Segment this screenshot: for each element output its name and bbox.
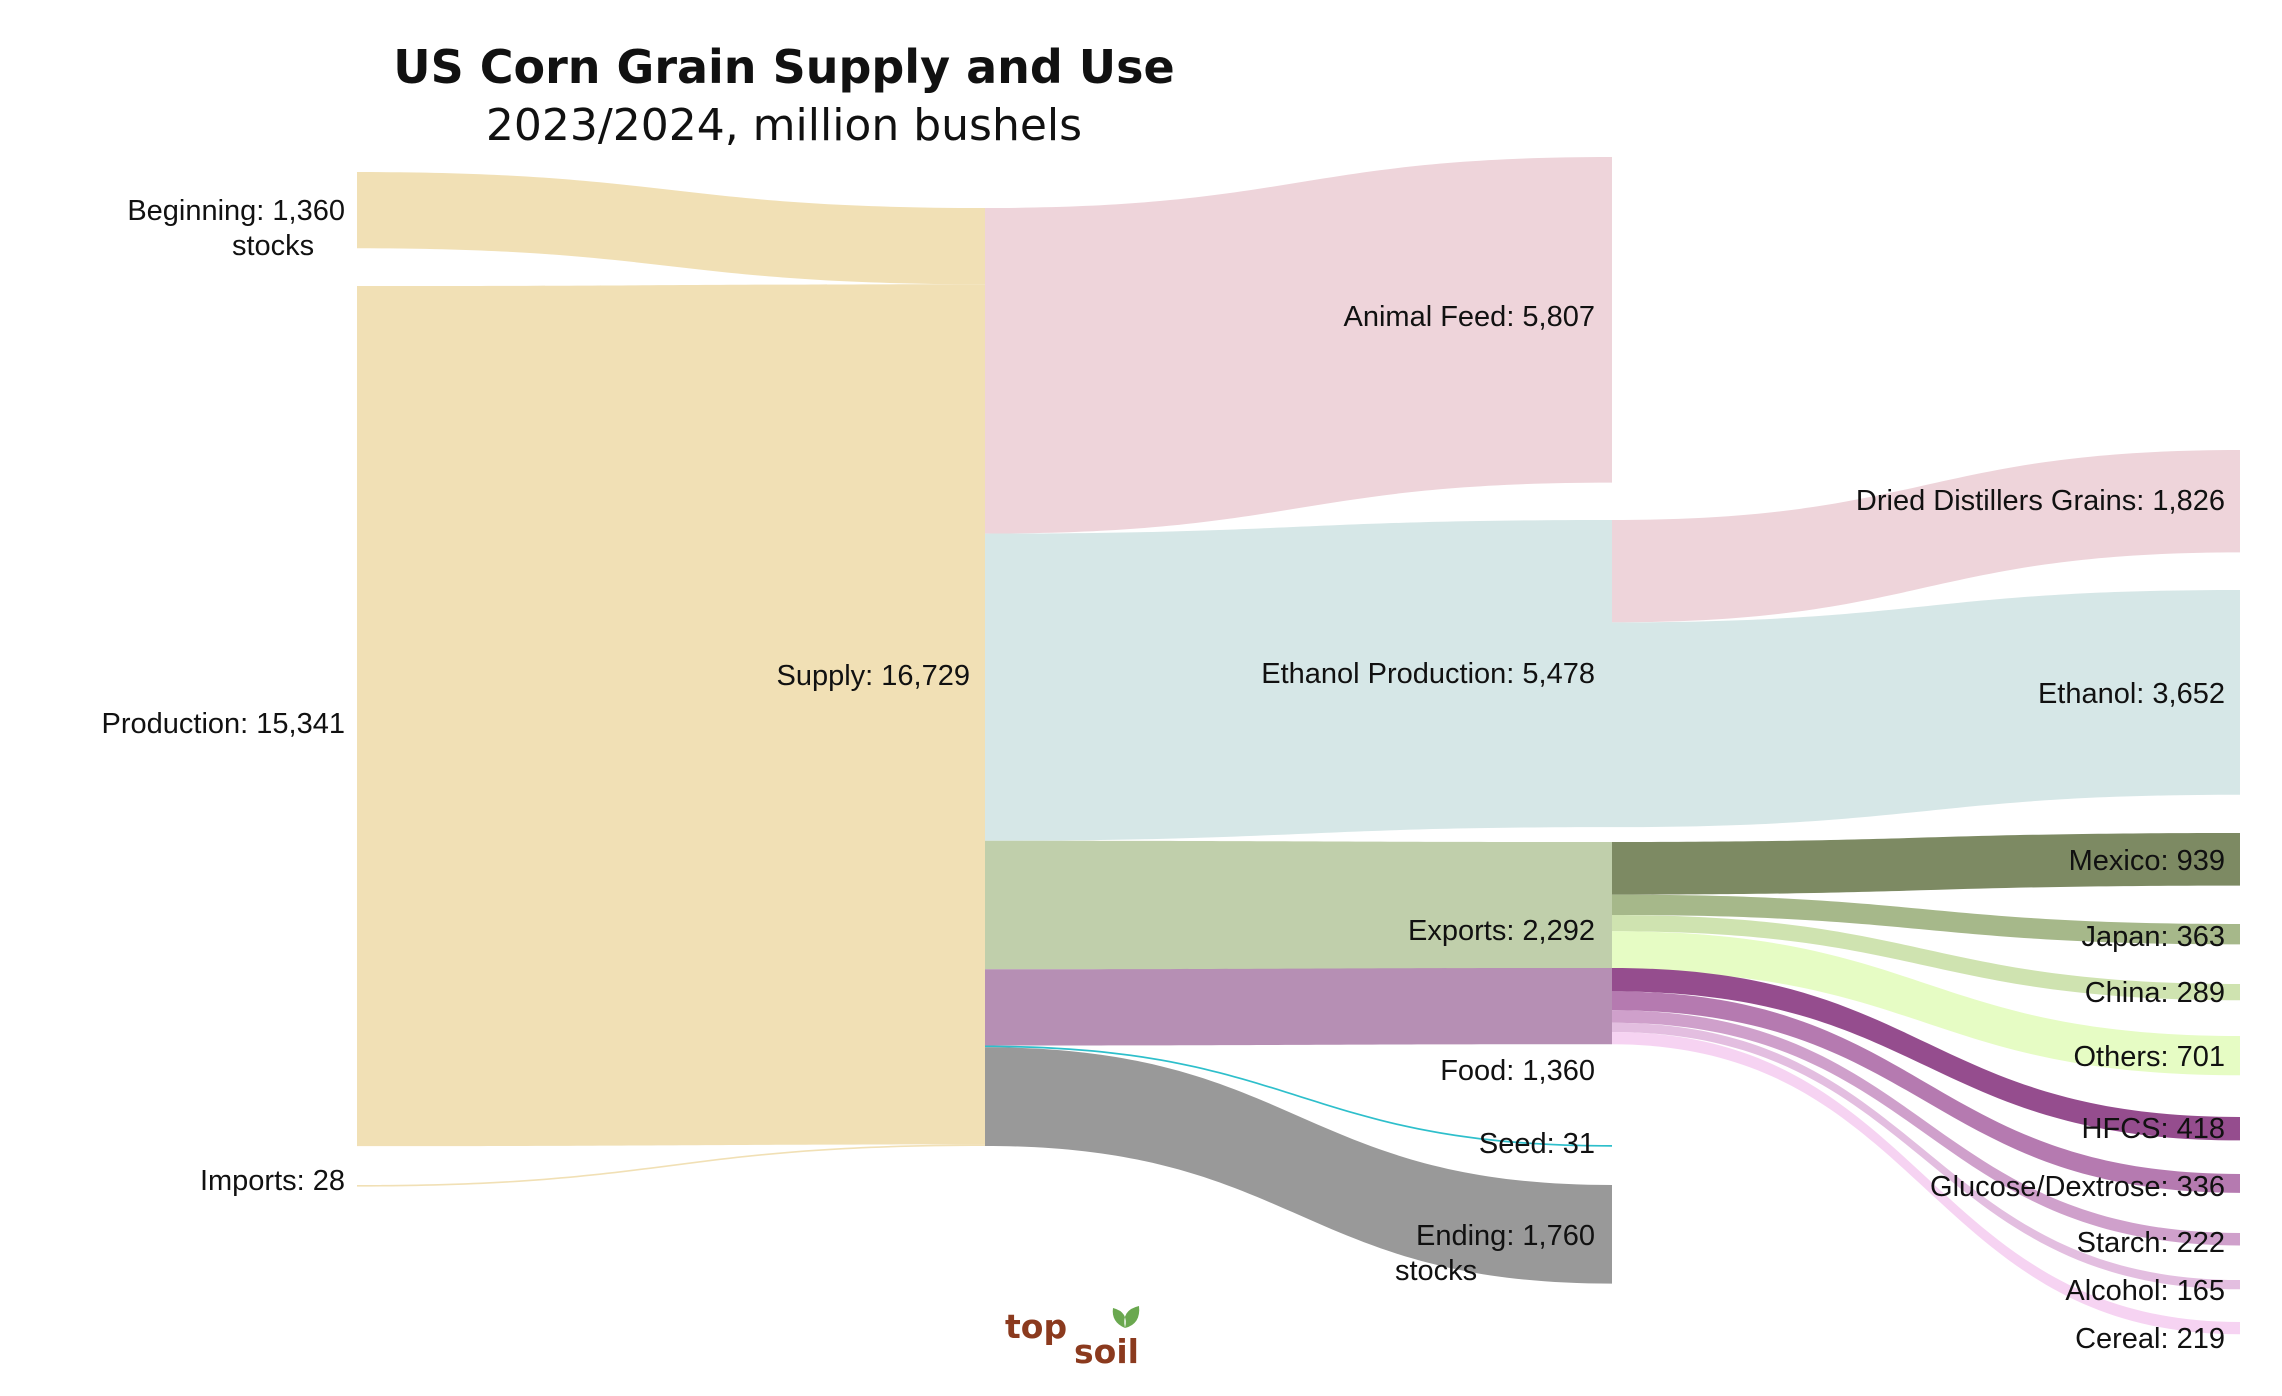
- node-label-ethanol_prod: Ethanol Production: 5,478: [1261, 658, 1595, 690]
- link-food-to-alcohol: [1612, 1022, 2240, 1290]
- chart-title: US Corn Grain Supply and Use: [393, 40, 1175, 94]
- chart-subtitle: 2023/2024, million bushels: [485, 100, 1083, 151]
- node-label-supply: Supply: 16,729: [777, 660, 970, 692]
- logo-text-soil: soil: [1074, 1332, 1139, 1371]
- link-imports-to-supply: [357, 1144, 985, 1187]
- link-supply-to-feed: [985, 157, 1612, 534]
- link-food-to-starch: [1612, 1010, 2240, 1246]
- node-label-ending: Ending: 1,760: [1416, 1220, 1595, 1252]
- link-supply-to-exports: [985, 840, 1612, 971]
- node-label-food: Food: 1,360: [1440, 1055, 1595, 1087]
- link-supply-to-food: [985, 968, 1612, 1046]
- node-label-starch: Starch: 222: [2077, 1227, 2225, 1259]
- node-label-cereal: Cereal: 219: [2075, 1323, 2225, 1355]
- node-label-imports: Imports: 28: [200, 1165, 345, 1197]
- link-supply-to-ethanol_prod: [985, 520, 1612, 841]
- logo-text-top: top: [1005, 1307, 1067, 1346]
- link-supply-to-ending: [985, 1047, 1612, 1284]
- node-label-ddg: Dried Distillers Grains: 1,826: [1856, 485, 2225, 517]
- node-label-china: China: 289: [2085, 977, 2225, 1009]
- link-food-to-cereal: [1612, 1031, 2240, 1335]
- node-label-beginning: Beginning: 1,360: [127, 195, 345, 227]
- link-supply-to-seed: [985, 1045, 1612, 1147]
- topsoil-logo: top soil: [1005, 1306, 1140, 1371]
- node-label-japan: Japan: 363: [2081, 921, 2225, 953]
- node-label-production: Production: 15,341: [102, 708, 345, 740]
- link-exports-to-mexico: [1612, 833, 2240, 895]
- node-label-glucose: Glucose/Dextrose: 336: [1930, 1171, 2225, 1203]
- node-label-ending-line2: stocks: [1395, 1255, 1477, 1287]
- link-exports-to-japan: [1612, 894, 2240, 945]
- link-food-to-hfcs: [1612, 968, 2240, 1141]
- link-exports-to-china: [1612, 915, 2240, 1001]
- link-production-to-supply: [357, 284, 985, 1147]
- link-food-to-glucose: [1612, 991, 2240, 1193]
- link-exports-to-others: [1612, 931, 2240, 1076]
- node-label-ethanol: Ethanol: 3,652: [2038, 678, 2225, 710]
- node-label-mexico: Mexico: 939: [2069, 845, 2225, 877]
- node-label-alcohol: Alcohol: 165: [2065, 1275, 2225, 1307]
- link-ethanol_prod-to-ddg: [1612, 450, 2240, 623]
- link-ethanol_prod-to-ethanol: [1612, 590, 2240, 828]
- sankey-links: [357, 157, 2240, 1335]
- node-label-feed: Animal Feed: 5,807: [1344, 301, 1595, 333]
- node-label-exports: Exports: 2,292: [1408, 915, 1595, 947]
- node-label-others: Others: 701: [2073, 1041, 2225, 1073]
- leaf-icon: [1112, 1306, 1140, 1328]
- node-label-hfcs: HFCS: 418: [2082, 1113, 2225, 1145]
- node-label-beginning-line2: stocks: [232, 230, 314, 262]
- node-label-seed: Seed: 31: [1479, 1128, 1595, 1160]
- link-beginning-to-supply: [357, 172, 985, 285]
